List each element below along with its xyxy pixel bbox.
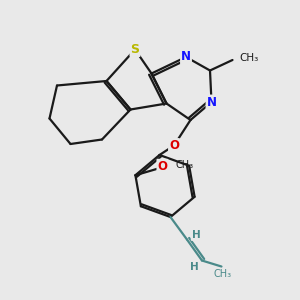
Text: N: N <box>181 50 191 64</box>
Text: S: S <box>130 43 140 56</box>
Text: CH₃: CH₃ <box>214 269 232 279</box>
Text: CH₃: CH₃ <box>175 160 194 170</box>
Text: H: H <box>192 230 200 240</box>
Text: O: O <box>169 139 179 152</box>
Text: O: O <box>158 160 167 173</box>
Text: CH₃: CH₃ <box>239 52 258 63</box>
Text: N: N <box>206 95 217 109</box>
Text: H: H <box>190 262 199 272</box>
